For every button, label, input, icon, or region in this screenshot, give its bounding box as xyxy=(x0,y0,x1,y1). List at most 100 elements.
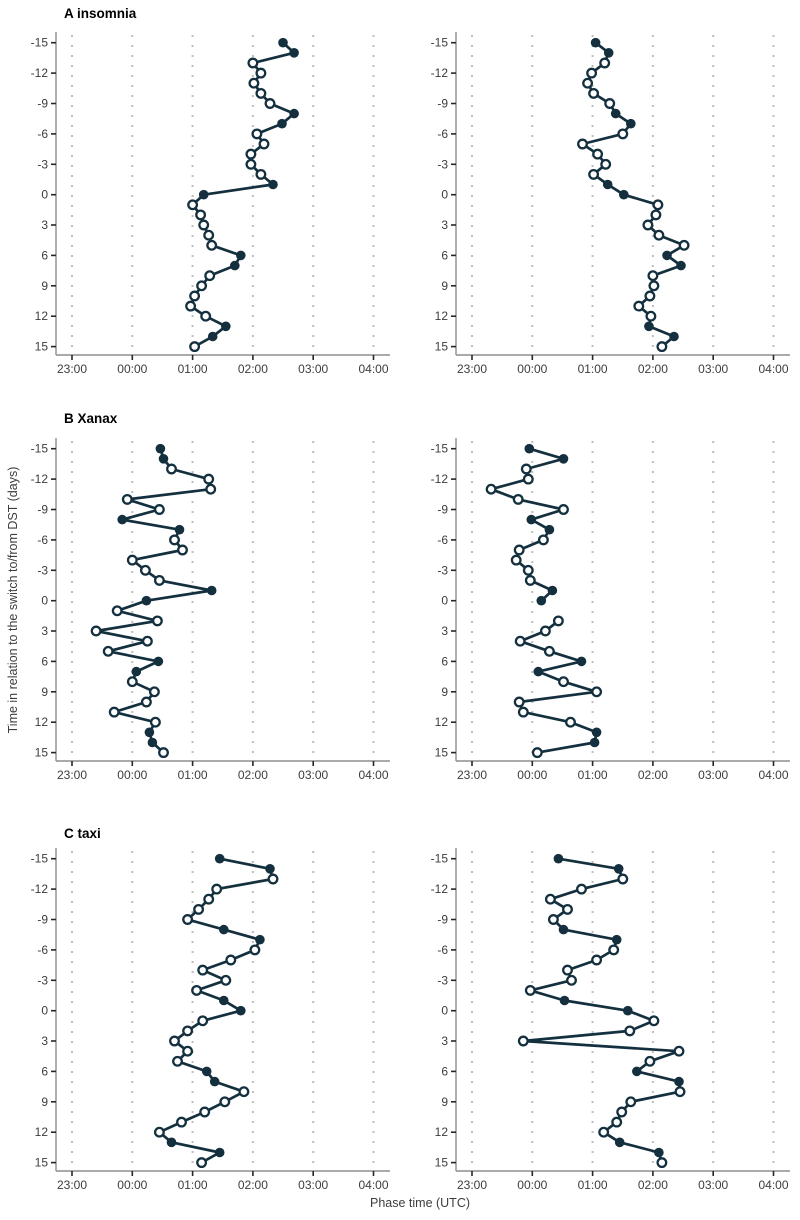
x-tick-label: 01:00 xyxy=(578,362,608,376)
data-point-open xyxy=(198,219,210,231)
data-point-open xyxy=(258,138,270,150)
y-tick-label: 3 xyxy=(41,624,48,638)
data-point-filled xyxy=(268,179,278,190)
data-point-open xyxy=(169,534,180,546)
y-tick-label: -15 xyxy=(431,442,449,456)
data-point-open xyxy=(219,1096,231,1108)
data-point-filled xyxy=(201,1066,212,1077)
y-tick-label: 9 xyxy=(441,279,448,293)
data-point-open xyxy=(562,964,573,976)
data-point-open xyxy=(510,554,522,566)
x-tick-label: 00:00 xyxy=(117,362,147,376)
data-point-open xyxy=(140,696,152,708)
y-tick-label: 6 xyxy=(41,1064,48,1078)
data-point-filled xyxy=(533,666,544,677)
y-tick-label: 3 xyxy=(441,218,448,232)
x-tick-label: 03:00 xyxy=(298,362,328,376)
data-point-filled xyxy=(526,514,537,525)
data-point-open xyxy=(520,463,532,475)
data-point-open xyxy=(177,544,188,556)
data-point-open xyxy=(558,676,569,688)
data-point-open xyxy=(220,974,232,986)
x-tick-label: 23:00 xyxy=(57,1178,87,1192)
data-point-filled xyxy=(214,853,225,864)
x-tick-label: 01:00 xyxy=(178,362,208,376)
data-point-filled xyxy=(158,454,169,464)
data-point-open xyxy=(517,1035,529,1047)
data-point-open xyxy=(255,168,267,180)
y-tick-label: 15 xyxy=(35,1156,49,1170)
data-point-open xyxy=(616,1106,628,1118)
data-point-open xyxy=(552,615,564,627)
y-tick-label: -15 xyxy=(31,852,49,866)
y-tick-label: -12 xyxy=(31,66,49,80)
data-point-open xyxy=(678,239,690,251)
y-tick-label: 9 xyxy=(41,1095,48,1109)
data-point-open xyxy=(189,341,201,353)
data-point-open xyxy=(600,158,612,170)
x-tick-label: 00:00 xyxy=(517,1178,547,1192)
data-point-open xyxy=(204,270,216,282)
data-point-open xyxy=(588,87,600,99)
data-point-open xyxy=(562,903,573,915)
data-point-open xyxy=(151,615,163,627)
y-tick-label: -3 xyxy=(37,973,48,987)
x-tick-label: 01:00 xyxy=(578,768,608,782)
x-tick-label: 04:00 xyxy=(758,1178,788,1192)
data-point-filled xyxy=(209,1076,220,1087)
x-tick-label: 03:00 xyxy=(298,1178,328,1192)
data-point-filled xyxy=(553,853,564,864)
chart-taxi-right: 23:00 00:00 01:00 02:00 03:00 04:00 -15 -12 -9 -6… xyxy=(431,848,790,1192)
data-point-open xyxy=(238,1086,250,1098)
y-tick-label: -15 xyxy=(31,442,49,456)
y-tick-label: -3 xyxy=(437,157,448,171)
y-tick-label: -12 xyxy=(31,472,49,486)
data-point-open xyxy=(203,229,215,241)
data-point-open xyxy=(200,310,212,322)
data-point-filled xyxy=(544,524,555,535)
data-point-filled xyxy=(662,250,672,261)
data-point-open xyxy=(264,98,276,109)
x-tick-label: 02:00 xyxy=(238,362,268,376)
y-tick-label: -3 xyxy=(437,563,448,577)
x-tick-label: 00:00 xyxy=(517,768,547,782)
x-tick-label: 23:00 xyxy=(457,768,487,782)
y-tick-label: 15 xyxy=(35,746,49,760)
y-tick-label: -3 xyxy=(37,157,48,171)
data-point-open xyxy=(586,67,598,79)
y-tick-label: 12 xyxy=(435,1125,449,1139)
y-tick-label: 9 xyxy=(41,279,48,293)
data-point-filled xyxy=(147,737,158,748)
data-point-open xyxy=(267,873,279,885)
y-tick-label: 9 xyxy=(41,685,48,699)
data-point-open xyxy=(249,944,261,956)
data-point-filled xyxy=(644,321,654,332)
data-point-filled xyxy=(141,595,152,606)
data-point-open xyxy=(111,605,123,617)
data-point-open xyxy=(517,706,529,718)
y-tick-label: -6 xyxy=(437,943,448,957)
data-point-filled xyxy=(558,924,569,935)
data-point-open xyxy=(485,483,497,495)
y-axis-title: Time in relation to the switch to/from D… xyxy=(6,466,20,734)
data-point-filled xyxy=(131,666,142,677)
data-point-open xyxy=(158,747,169,759)
data-point-open xyxy=(673,1045,685,1057)
data-point-filled xyxy=(576,656,587,667)
data-point-open xyxy=(591,954,603,966)
y-tick-label: 9 xyxy=(441,685,448,699)
data-point-open xyxy=(255,87,267,99)
data-point-filled xyxy=(265,864,275,874)
chart-taxi-left: 23:00 00:00 01:00 02:00 03:00 04:00 -15 -12 -9 -6… xyxy=(31,848,390,1192)
y-tick-label: 6 xyxy=(441,1064,448,1078)
data-point-filled xyxy=(536,595,547,606)
data-point-open xyxy=(645,310,657,322)
x-tick-label: 02:00 xyxy=(238,768,268,782)
data-point-open xyxy=(148,686,160,698)
data-point-open xyxy=(588,168,600,180)
data-point-open xyxy=(185,300,197,312)
data-point-filled xyxy=(255,934,265,945)
data-point-filled xyxy=(236,250,246,261)
data-point-open xyxy=(182,1045,194,1057)
